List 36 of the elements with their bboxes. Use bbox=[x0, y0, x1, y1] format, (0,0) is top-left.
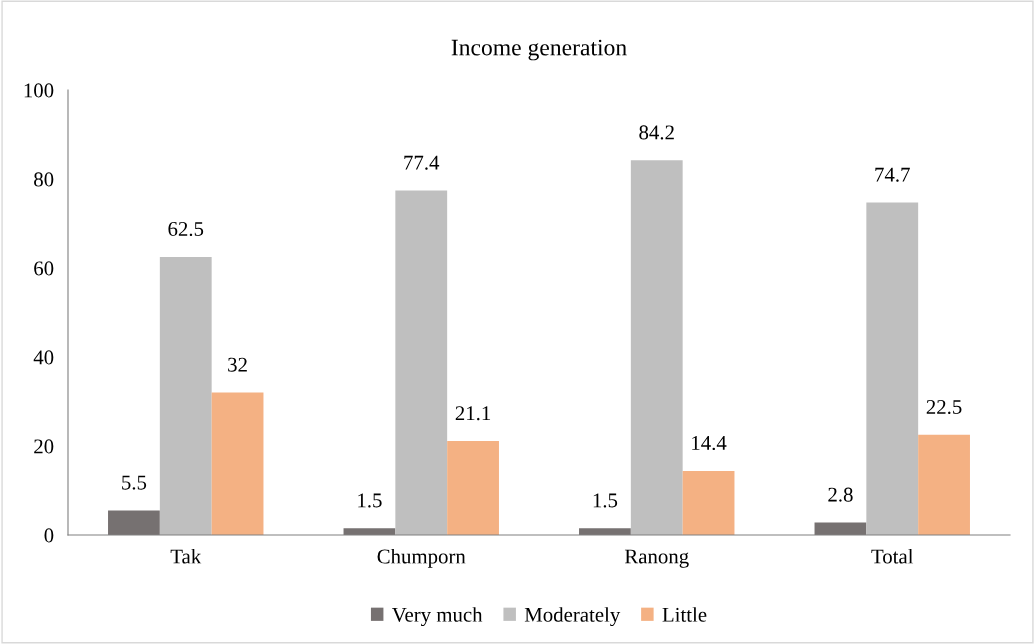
data-label: 21.1 bbox=[455, 406, 491, 421]
data-label: 74.7 bbox=[875, 167, 910, 182]
bar bbox=[108, 510, 160, 535]
y-tick-label: 60 bbox=[34, 261, 54, 276]
chart-title: Income generation bbox=[451, 39, 627, 61]
data-label: 22.5 bbox=[926, 399, 962, 415]
x-tick-label: Total bbox=[871, 548, 914, 564]
x-tick-label: Tak bbox=[170, 548, 202, 564]
data-label: 32 bbox=[228, 357, 247, 372]
data-label: 1.5 bbox=[358, 493, 382, 508]
data-label: 77.4 bbox=[404, 155, 440, 170]
bar bbox=[866, 202, 919, 535]
data-label: 5.5 bbox=[122, 475, 147, 490]
y-tick-label: 40 bbox=[33, 350, 54, 365]
legend-label: Very much bbox=[391, 607, 483, 627]
bar bbox=[159, 256, 212, 535]
data-label: 62.5 bbox=[168, 221, 204, 237]
legend-label: Moderately bbox=[524, 607, 621, 627]
bar bbox=[630, 160, 683, 535]
data-label: 14.4 bbox=[692, 436, 727, 451]
data-label: 2.8 bbox=[828, 487, 853, 502]
bar bbox=[682, 470, 735, 535]
y-tick-label: 80 bbox=[34, 172, 54, 187]
y-tick-label: 100 bbox=[24, 83, 54, 98]
bar bbox=[579, 528, 631, 535]
y-tick-label: 20 bbox=[34, 439, 54, 454]
x-tick-label: Ranong bbox=[624, 549, 689, 568]
data-label: 1.5 bbox=[593, 493, 618, 508]
bar bbox=[918, 434, 970, 535]
data-label: 84.2 bbox=[639, 125, 674, 140]
legend-label: Little bbox=[662, 607, 707, 622]
bar bbox=[395, 190, 448, 535]
bar bbox=[211, 392, 264, 535]
y-tick-label: 0 bbox=[44, 528, 54, 543]
bar bbox=[447, 441, 499, 535]
x-tick-label: Chumporn bbox=[377, 548, 466, 568]
